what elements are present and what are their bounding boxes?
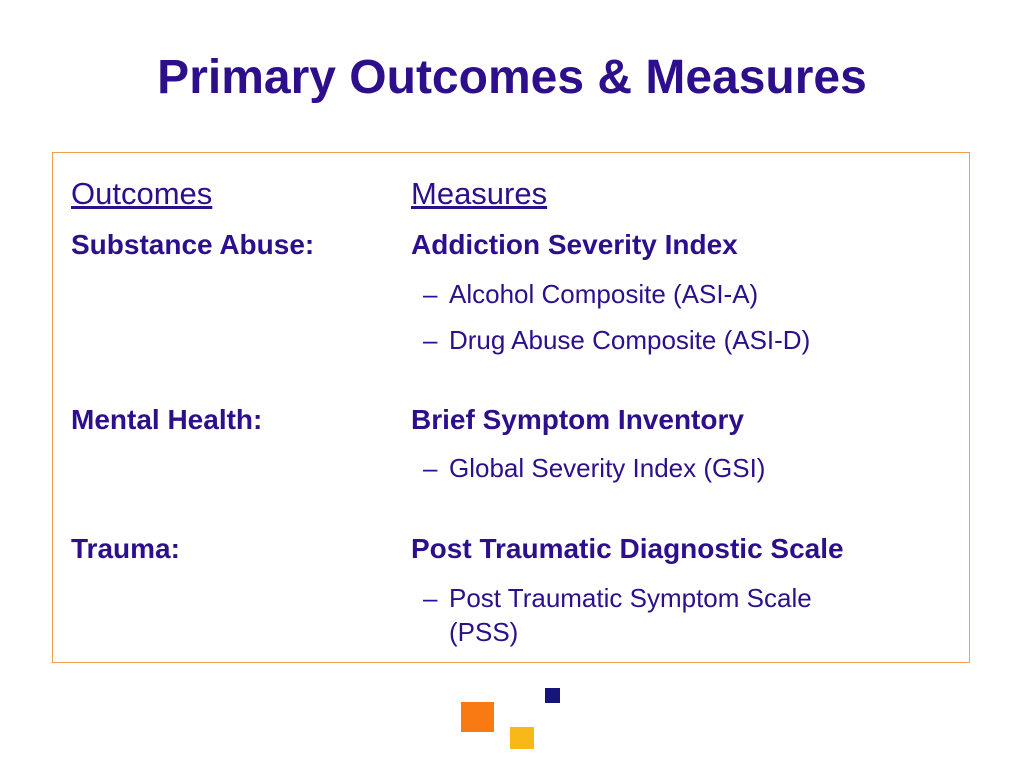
measures-header: Measures — [411, 176, 548, 211]
outcome-mental-health: Mental Health: — [71, 404, 263, 435]
subitem-text: (PSS) — [449, 617, 519, 647]
dash-bullet: – — [423, 453, 438, 483]
measure-brief-symptom-inventory: Brief Symptom Inventory — [411, 404, 744, 435]
yellow-square-decoration — [510, 727, 534, 749]
dash-bullet: – — [423, 279, 438, 309]
subitem-text: Drug Abuse Composite (ASI-D) — [449, 325, 811, 355]
outcomes-header: Outcomes — [71, 176, 213, 211]
dash-bullet: – — [423, 325, 438, 355]
measure-addiction-severity-index: Addiction Severity Index — [411, 229, 738, 260]
subitem-text: Post Traumatic Symptom Scale — [449, 583, 812, 613]
subitem-text: Alcohol Composite (ASI-A) — [449, 279, 759, 309]
outcome-trauma: Trauma: — [71, 533, 180, 564]
outcomes-measures-box: Outcomes Measures Substance Abuse: Addic… — [52, 152, 970, 663]
navy-square-decoration — [545, 688, 560, 703]
outcome-substance-abuse: Substance Abuse: — [71, 229, 315, 260]
orange-square-decoration — [461, 702, 494, 732]
slide-title: Primary Outcomes & Measures — [157, 51, 867, 104]
measure-post-traumatic-diagnostic-scale: Post Traumatic Diagnostic Scale — [411, 533, 844, 564]
subitem-text: Global Severity Index (GSI) — [449, 453, 766, 483]
dash-bullet: – — [423, 583, 438, 613]
